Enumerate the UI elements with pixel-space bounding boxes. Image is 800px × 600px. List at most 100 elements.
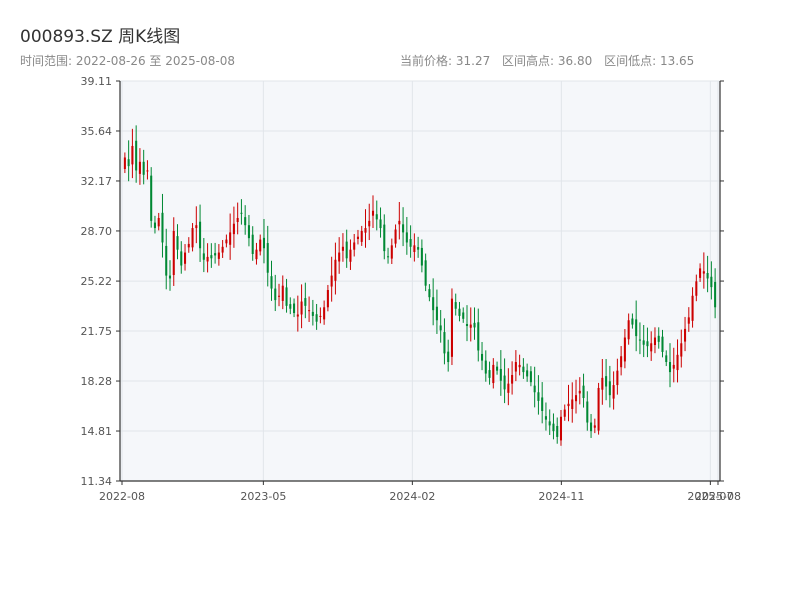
candle-body [413,245,416,252]
candle-body [665,355,668,363]
candle-body [469,324,472,328]
candle-body [631,318,634,325]
candle-body [710,276,713,288]
candle-body [496,366,499,371]
candle-body [623,337,626,362]
candle-body [146,170,149,172]
candle-body [281,285,284,301]
candle-body [687,317,690,324]
candle-body [642,340,645,345]
candle-body [612,385,615,399]
candle-body [187,243,190,248]
candle-body [311,311,314,316]
candle-body [338,252,341,262]
candle-body [511,374,514,384]
candle-body [221,246,224,253]
candle-body [199,221,202,249]
y-tick-label: 25.22 [81,275,113,288]
current-price-label: 当前价格: 31.27 [400,54,491,68]
candle-body [661,336,664,352]
candle-body [398,220,401,225]
candle-body [274,288,277,301]
candle-body [537,392,540,401]
candle-body [142,161,145,175]
candle-body [620,356,623,368]
candle-body [672,364,675,369]
price-summary: 当前价格: 31.27 区间高点: 36.80 区间低点: 13.65 [400,52,702,69]
candle-body [597,387,600,431]
candle-body [244,217,247,226]
candle-body [127,159,130,167]
candle-body [473,322,476,328]
candle-body [680,343,683,357]
candle-body [567,403,570,407]
y-tick-label: 21.75 [81,325,113,338]
candle-body [702,271,705,274]
candle-body [559,416,563,441]
candle-body [371,210,375,216]
candle-body [684,328,687,342]
candle-body [590,422,593,432]
candle-body [153,222,156,229]
candle-body [544,416,547,420]
candle-body [608,381,611,396]
candle-body [289,304,292,309]
candle-body [232,223,235,235]
candle-body [507,383,510,393]
candle-body [259,239,262,252]
candle-body [653,337,657,346]
candle-body [405,232,408,243]
candle-body [135,140,138,171]
candle-body [247,225,250,239]
candle-body [150,175,153,221]
candle-body [255,249,258,260]
candle-body [360,230,363,242]
candle-body [165,245,168,276]
candle-body [277,295,281,297]
candle-body [210,255,213,259]
y-tick-label: 11.34 [81,475,113,488]
x-tick-label: 2023-05 [240,490,286,503]
candle-body [699,268,702,278]
candle-body [488,370,491,378]
candle-body [225,239,228,244]
candle-body [296,314,299,317]
candle-body [191,228,194,248]
y-tick-label: 18.28 [81,375,113,388]
candle-body [131,145,134,165]
candle-body [394,229,397,244]
candle-body [308,310,311,312]
candle-body [323,307,326,320]
candle-body [601,377,604,390]
x-axis-labels: 2022-08 2023-05 2024-02 2024-11 2025-072025-… [99,490,741,503]
candle-body [499,368,502,381]
x-tick-label: 2025-07 [687,490,733,503]
candle-body [450,298,453,357]
page-title: 000893.SZ 周K线图 [20,27,181,47]
y-tick-label: 35.64 [81,125,113,138]
candle-body [176,236,179,250]
candle-body [514,362,517,372]
candle-body [571,399,574,409]
candle-body [168,275,172,279]
candle-body [691,295,694,321]
candle-body [638,339,641,341]
candle-body [315,314,318,322]
candle-body [526,370,529,377]
candle-body [657,335,660,342]
candle-body [529,371,532,383]
candle-body [477,322,480,351]
candle-body [364,228,367,233]
candle-body [646,341,649,347]
candle-body [293,303,296,314]
range-high-label: 区间高点: 36.80 [502,54,593,68]
candle-body [157,217,160,227]
candle-body [586,401,589,423]
candle-body [240,212,243,214]
candle-body [334,259,337,281]
y-tick-label: 32.17 [81,175,113,188]
candle-body [432,297,435,311]
candle-body [138,161,141,174]
candle-body [229,232,232,245]
candle-body [123,157,126,170]
